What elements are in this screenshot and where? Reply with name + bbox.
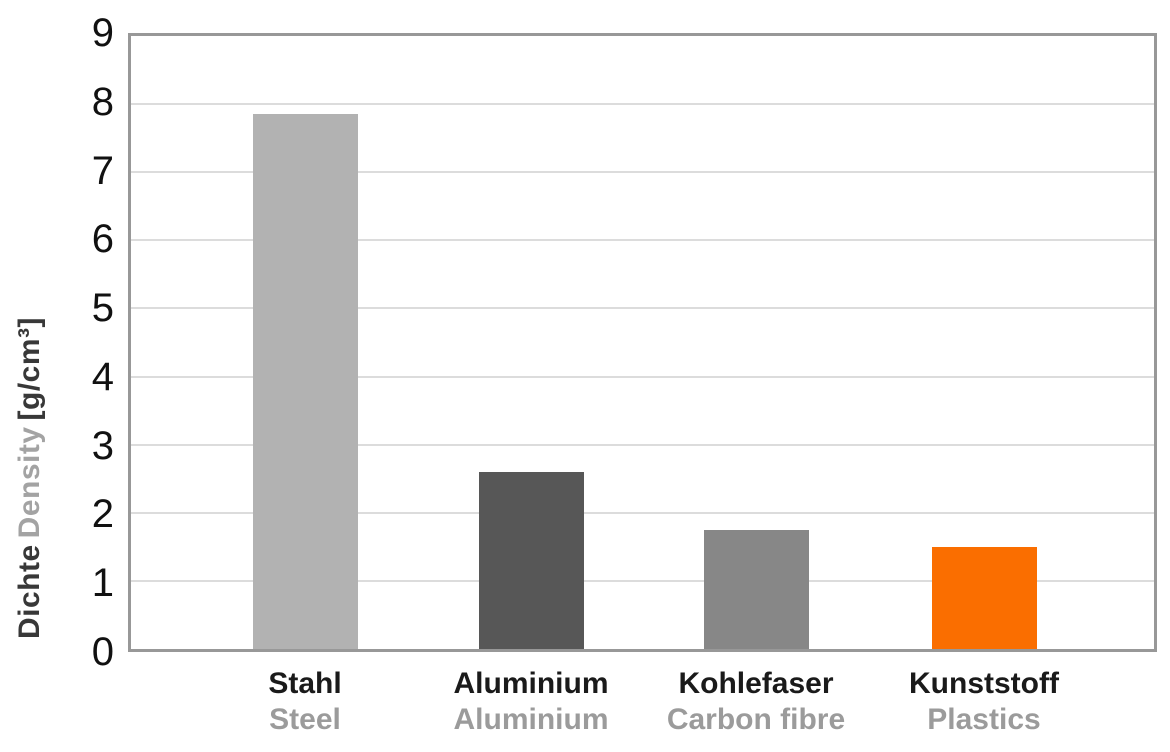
gridline (131, 511, 1154, 514)
y-tick-label: 3 (91, 423, 114, 468)
y-tick-label: 9 (91, 11, 114, 55)
plot-area (128, 33, 1157, 652)
bar-aluminium (478, 472, 584, 649)
bar-kunststoff (931, 547, 1037, 649)
category-label-en: Carbon fibre (666, 703, 846, 736)
gridline (131, 443, 1154, 446)
bar-stahl (252, 114, 358, 649)
category-label-de: Aluminium (453, 667, 609, 700)
x-label-kunststoff: Kunststoff Plastics (824, 666, 1144, 738)
y-tick-label: 6 (91, 217, 114, 262)
category-label-en: Plastics (927, 703, 1041, 736)
gridline (131, 307, 1154, 310)
category-label-en: Aluminium (453, 703, 609, 736)
x-label-kohlefaser: Kohlefaser Carbon fibre (596, 666, 916, 738)
y-tick-label: 8 (91, 79, 114, 124)
category-label-de: Kunststoff (909, 667, 1059, 700)
gridline (131, 103, 1154, 106)
x-label-stahl: Stahl Steel (145, 666, 465, 738)
y-tick-label: 2 (91, 492, 114, 537)
bar-kohlefaser (703, 530, 809, 649)
gridline (131, 239, 1154, 242)
category-label-de: Stahl (268, 667, 342, 700)
y-tick-label: 5 (91, 286, 114, 331)
y-tick-label: 7 (91, 148, 114, 193)
gridline (131, 171, 1154, 174)
y-tick-label: 1 (91, 561, 114, 606)
y-tick-label: 4 (91, 354, 114, 399)
y-tick-label: 0 (91, 630, 114, 674)
x-label-aluminium: Aluminium Aluminium (371, 666, 691, 738)
category-label-de: Kohlefaser (678, 667, 834, 700)
category-label-en: Steel (269, 703, 341, 736)
gridline (131, 579, 1154, 582)
gridline (131, 375, 1154, 378)
